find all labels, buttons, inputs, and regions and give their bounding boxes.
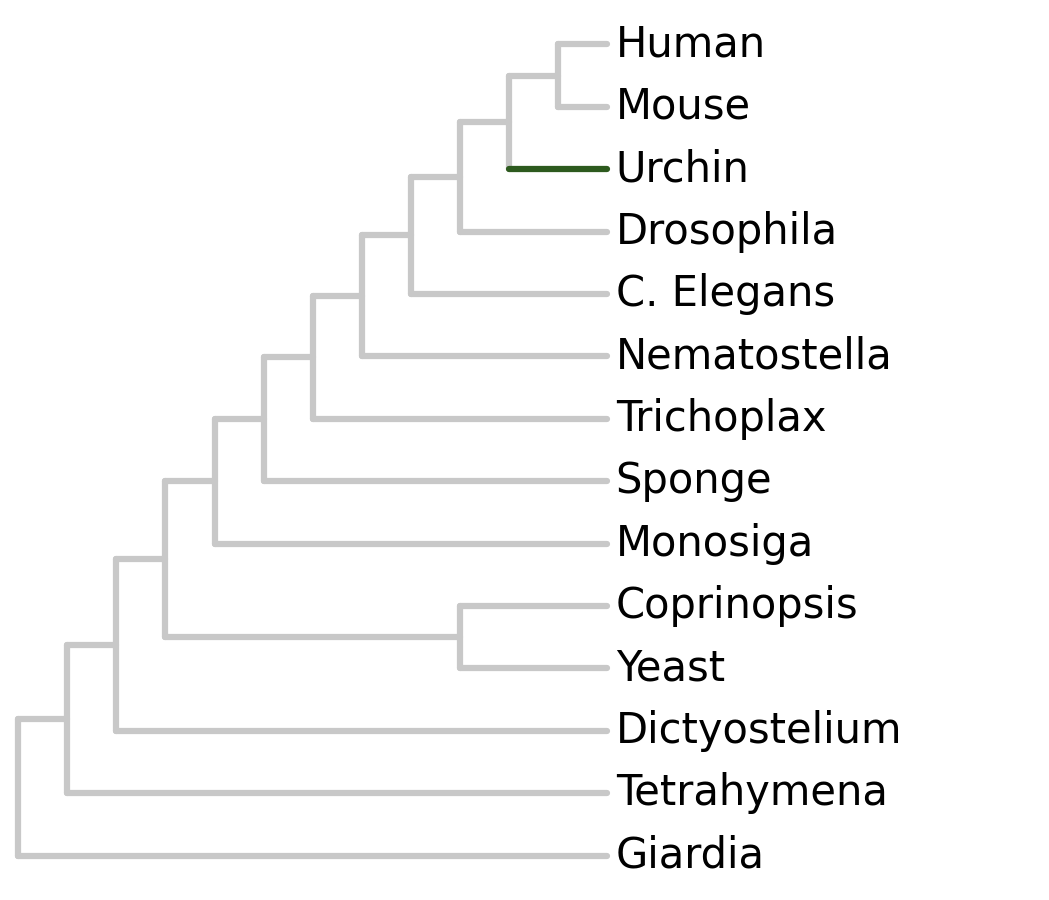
Text: Monosiga: Monosiga bbox=[616, 523, 814, 564]
Text: Urchin: Urchin bbox=[616, 148, 750, 190]
Text: Sponge: Sponge bbox=[616, 460, 772, 502]
Text: Human: Human bbox=[616, 23, 766, 66]
Text: Mouse: Mouse bbox=[616, 86, 751, 128]
Text: Yeast: Yeast bbox=[616, 647, 725, 689]
Text: Dictyostelium: Dictyostelium bbox=[616, 710, 902, 752]
Text: Drosophila: Drosophila bbox=[616, 211, 838, 253]
Text: Nematostella: Nematostella bbox=[616, 336, 893, 377]
Text: Coprinopsis: Coprinopsis bbox=[616, 585, 858, 627]
Text: Trichoplax: Trichoplax bbox=[616, 398, 827, 440]
Text: C. Elegans: C. Elegans bbox=[616, 273, 835, 315]
Text: Giardia: Giardia bbox=[616, 834, 765, 877]
Text: Tetrahymena: Tetrahymena bbox=[616, 772, 887, 814]
